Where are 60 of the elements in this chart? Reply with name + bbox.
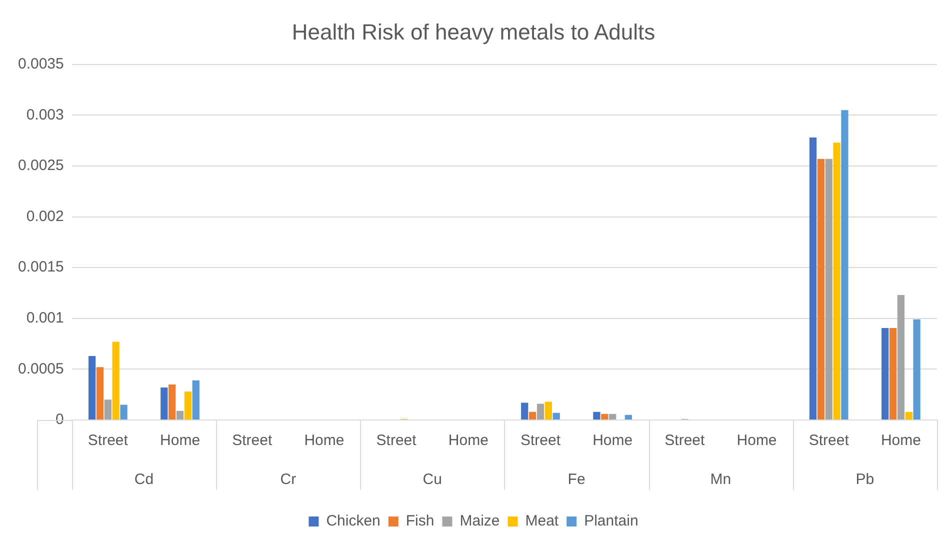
text: Mn — [710, 471, 732, 488]
bar — [96, 367, 104, 420]
bar — [544, 402, 552, 420]
y-tick-label: 0.003 — [26, 106, 64, 124]
legend-label: Chicken — [326, 512, 380, 530]
bar — [889, 328, 897, 420]
y-tick-label: 0.0025 — [18, 157, 64, 174]
bar — [833, 142, 840, 420]
x-tick-label: Street — [664, 432, 706, 450]
bar — [112, 342, 120, 420]
bar — [593, 412, 600, 420]
bar — [536, 404, 544, 420]
bar — [552, 412, 560, 420]
x-tick-label: Street — [520, 432, 562, 450]
bar — [184, 392, 192, 420]
bar — [624, 414, 632, 420]
y-tick-label: 0.0005 — [18, 360, 64, 378]
y-tick-label: 0.002 — [26, 208, 64, 225]
bar — [601, 414, 608, 420]
text: Pb — [856, 471, 874, 488]
text: Cr — [280, 471, 296, 488]
bar — [168, 384, 176, 420]
x-tick-label: Home — [160, 432, 200, 450]
legend-label: Fish — [406, 512, 434, 530]
y-tick-label: 0.0035 — [18, 56, 64, 73]
text: Cd — [134, 471, 154, 488]
bar — [913, 319, 920, 420]
bar — [609, 414, 616, 420]
bar — [825, 158, 832, 420]
bar — [905, 412, 912, 420]
x-tick-label: Street — [376, 432, 418, 450]
x-tick-label: Street — [808, 432, 850, 450]
x-tick-label: Street — [88, 432, 129, 450]
legend-label: Meat — [525, 512, 560, 530]
chart-title: Health Risk of heavy metals to Adults — [292, 19, 656, 44]
x-tick-label: Home — [736, 432, 777, 450]
x-tick-label: Street — [232, 432, 273, 450]
text: Cu — [422, 471, 442, 488]
bar — [897, 295, 905, 420]
bar — [176, 410, 184, 420]
x-tick-label: Home — [592, 432, 633, 450]
bar — [817, 158, 824, 420]
bar — [88, 356, 96, 420]
bar — [160, 387, 168, 420]
x-tick-label: Home — [448, 432, 488, 450]
bar — [841, 110, 848, 420]
legend-label: Maize — [460, 512, 500, 530]
legend-label: Plantain — [584, 512, 638, 530]
bar — [192, 380, 200, 420]
x-tick-label: Home — [304, 432, 344, 450]
bar — [120, 404, 128, 420]
x-tick-label: Home — [880, 432, 921, 450]
bar — [104, 400, 112, 420]
text: Fe — [568, 471, 586, 488]
bar — [882, 328, 889, 420]
bar — [809, 138, 817, 420]
y-tick-label: 0.0015 — [18, 258, 64, 276]
y-tick-label: 0.001 — [26, 310, 64, 327]
bar — [528, 412, 536, 420]
bar — [521, 402, 528, 420]
